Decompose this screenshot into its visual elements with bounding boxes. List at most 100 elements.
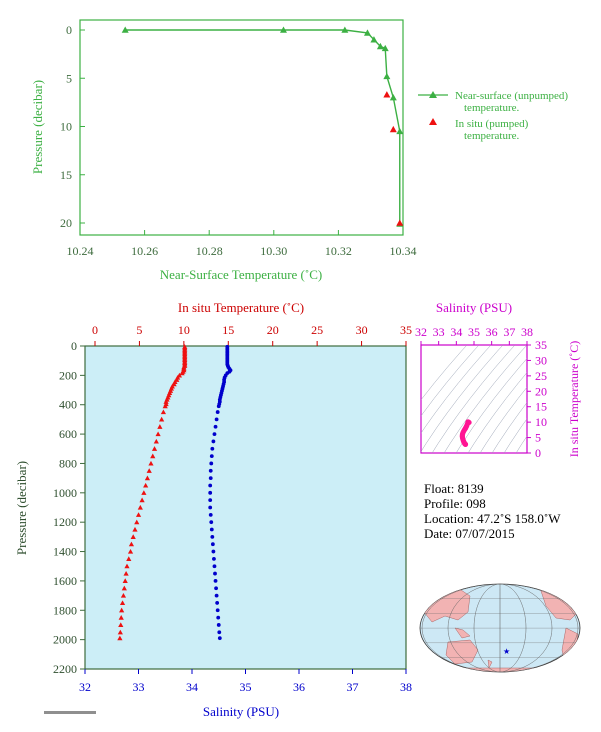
legend-unpumped-line-2: temperature. <box>464 102 520 114</box>
salinity-point <box>216 404 221 409</box>
salinity-point <box>215 410 220 414</box>
temperature-point <box>150 453 156 459</box>
temperature-point <box>151 446 158 451</box>
near-surface-x-tick-label: 10.34 <box>390 244 417 258</box>
temperature-point <box>123 570 129 576</box>
temperature-point <box>126 556 132 561</box>
unpumped-temperature-point <box>389 94 397 101</box>
ts-y-tick-label: 5 <box>535 431 541 445</box>
near-surface-x-tick-label: 10.28 <box>196 244 223 258</box>
density-contour <box>467 372 527 453</box>
unpumped-temperature-point <box>279 26 287 33</box>
salinity-point <box>212 564 217 569</box>
salinity-point <box>214 586 218 591</box>
temperature-point <box>135 512 142 517</box>
temperature-tick-label: 15 <box>222 323 234 337</box>
map-longitude-line <box>473 584 527 672</box>
salinity-tick-label: 38 <box>400 680 412 694</box>
ts-y-tick-label: 10 <box>535 415 547 429</box>
density-contour <box>421 345 468 401</box>
temperature-tick-label: 0 <box>92 323 98 337</box>
temperature-point <box>155 431 161 437</box>
pressure-axis-label: Pressure (decibar) <box>14 461 29 555</box>
density-contour <box>421 345 492 434</box>
near-surface-x-ticks: 10.24 10.26 10.28 10.30 10.32 10.34 <box>67 230 417 258</box>
temperature-tick-label: 25 <box>311 323 323 337</box>
salinity-point <box>217 636 222 641</box>
salinity-point <box>208 490 213 495</box>
temperature-point <box>118 615 124 620</box>
ts-series <box>459 419 472 447</box>
near-surface-y-tick-label: 0 <box>66 23 72 37</box>
near-surface-legend: Near-surface (unpumped) temperature. In … <box>418 90 568 142</box>
salinity-point <box>214 417 219 422</box>
unpumped-temperature-point <box>121 26 129 33</box>
salinity-point <box>210 534 215 539</box>
temperature-axis-ticks: 0 5 10 15 20 25 30 35 <box>92 323 412 346</box>
unpumped-temperature-point <box>396 127 404 135</box>
density-contour <box>421 345 504 452</box>
temperature-point <box>146 468 152 473</box>
salinity-point <box>212 432 217 436</box>
ts-y-label: In situ Temperature (˚C) <box>567 341 581 458</box>
ts-x-tick-label: 37 <box>503 325 515 339</box>
pressure-tick-label: 0 <box>71 339 77 353</box>
salinity-point <box>209 520 214 525</box>
density-contour <box>515 435 527 453</box>
temperature-point <box>160 409 167 415</box>
near-surface-y-tick-label: 5 <box>66 71 72 85</box>
near-surface-x-tick-label: 10.30 <box>260 244 287 258</box>
date: Date: 07/07/2015 <box>424 526 515 541</box>
ts-point <box>462 441 469 447</box>
density-contour <box>503 418 527 453</box>
salinity-axis-ticks: 32 33 34 35 36 37 38 <box>79 669 412 694</box>
salinity-axis-label: Salinity (PSU) <box>203 704 279 719</box>
salinity-point <box>209 454 214 459</box>
float-id: Float: 8139 <box>424 481 484 496</box>
ts-y-tick-label: 15 <box>535 400 547 414</box>
salinity-tick-label: 37 <box>347 680 359 694</box>
salinity-point <box>215 601 220 605</box>
land-australia <box>445 639 479 665</box>
near-surface-y-ticks: 0 5 10 15 20 <box>60 23 85 230</box>
ts-x-tick-label: 35 <box>468 325 480 339</box>
pressure-tick-label: 400 <box>59 398 77 412</box>
unpumped-temperature-point <box>376 42 384 50</box>
temperature-point <box>119 607 125 613</box>
temperature-point <box>117 635 123 641</box>
near-surface-y-tick-label: 10 <box>60 120 72 134</box>
salinity-series <box>208 344 233 641</box>
ts-density-contours <box>421 345 527 453</box>
temperature-point <box>120 592 127 598</box>
map-longitude-line <box>421 584 579 672</box>
profile-plot-area <box>84 345 407 670</box>
temperature-point <box>121 585 127 591</box>
near-surface-plot-area <box>79 19 404 236</box>
ts-x-tick-label: 36 <box>486 325 498 339</box>
near-surface-y-tick-label: 15 <box>60 168 72 182</box>
salinity-point <box>209 527 214 532</box>
profile-number: Profile: 098 <box>424 496 486 511</box>
density-contour <box>479 386 527 453</box>
ts-x-ticks: 32 33 34 35 36 37 38 <box>415 325 533 345</box>
salinity-point <box>213 571 217 576</box>
salinity-point <box>208 468 213 473</box>
ts-x-tick-label: 32 <box>415 325 427 339</box>
salinity-point <box>214 593 219 598</box>
pumped-temperature-point <box>396 219 404 226</box>
salinity-tick-label: 34 <box>186 680 198 694</box>
salinity-tick-label: 32 <box>79 680 91 694</box>
pressure-tick-label: 600 <box>59 427 77 441</box>
temperature-point <box>117 629 123 635</box>
float-location-star-icon: ★ <box>503 647 510 656</box>
salinity-point <box>208 512 213 517</box>
temperature-point <box>162 403 168 409</box>
ts-title: Salinity (PSU) <box>436 300 512 315</box>
temperature-tick-label: 20 <box>267 323 279 337</box>
near-surface-x-tick-label: 10.26 <box>131 244 158 258</box>
density-contour <box>421 345 480 417</box>
temperature-series <box>117 344 188 641</box>
temperature-point <box>122 578 128 583</box>
salinity-point <box>208 498 213 503</box>
temperature-point <box>143 482 149 488</box>
